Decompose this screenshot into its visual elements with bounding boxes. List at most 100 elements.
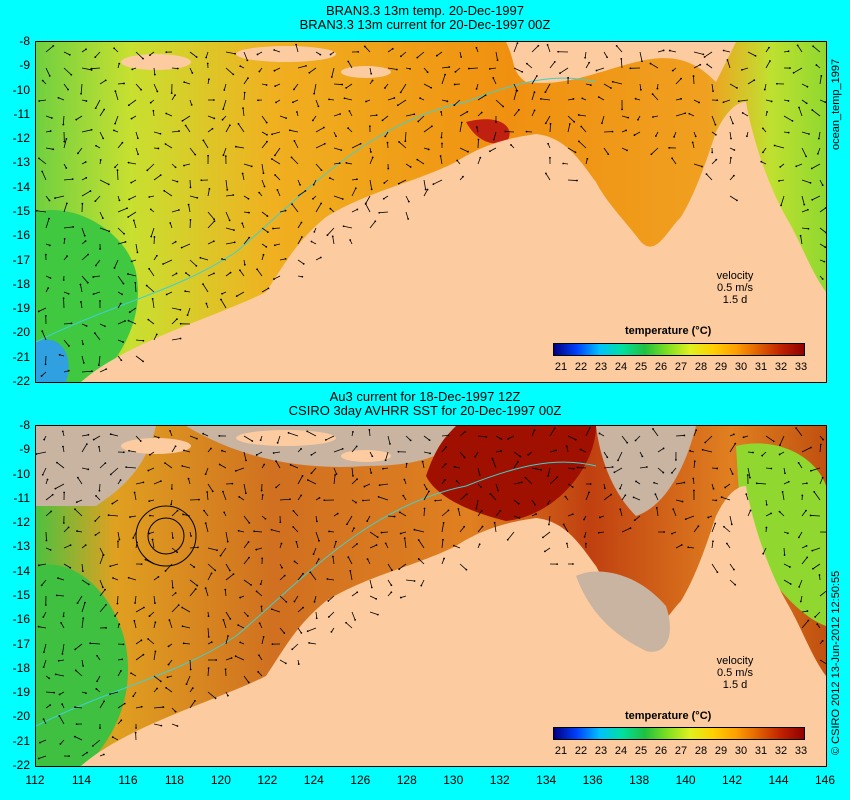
top-velocity-scale: 0.5 m/s: [716, 282, 754, 294]
island: [236, 46, 336, 62]
bottom-title-line1: Au3 current for 18-Dec-1997 12Z: [329, 389, 521, 404]
island: [236, 430, 336, 446]
lat-tick-label: -10: [12, 82, 30, 97]
lon-tick-label: 124: [303, 773, 324, 787]
missing-data-area: [576, 571, 670, 652]
colorbar-tick-label: 25: [634, 745, 648, 757]
colorbar-tick-label: 22: [574, 745, 588, 757]
lon-tick-label: 112: [25, 773, 45, 787]
top-velocity-time: 1.5 d: [722, 294, 748, 306]
bottom-title-line2: CSIRO 3day AVHRR SST for 20-Dec-1997 00Z: [288, 403, 562, 418]
colorbar-tick-label: 26: [654, 361, 668, 373]
lon-tick-label: 132: [489, 773, 510, 787]
bottom-colorbar-title: temperature (°C): [625, 710, 712, 722]
lon-tick-label: 118: [164, 773, 184, 787]
lat-tick-label: -18: [12, 660, 30, 675]
lat-tick-label: -19: [12, 301, 30, 316]
colorbar-tick-label: 23: [594, 745, 608, 757]
lat-tick-label: -19: [12, 685, 30, 700]
hot-water-patch: [426, 426, 596, 521]
top-colorbar: [553, 343, 805, 356]
colorbar-tick-label: 21: [554, 745, 568, 757]
lon-tick-label: 116: [118, 773, 138, 787]
lat-tick-label: -16: [12, 612, 30, 627]
island: [121, 54, 191, 70]
colorbar-tick-label: 24: [614, 361, 628, 373]
lat-tick-label: -13: [12, 155, 30, 170]
lon-tick-label: 122: [257, 773, 278, 787]
bottom-map: [36, 426, 826, 766]
lon-tick-label: 128: [396, 773, 417, 787]
lat-tick-label: -22: [12, 758, 30, 772]
island: [341, 66, 391, 78]
lat-tick-label: -15: [12, 588, 30, 602]
colorbar-tick-label: 27: [674, 361, 688, 373]
bottom-velocity-time: 1.5 d: [722, 679, 748, 691]
current-vectors: [36, 42, 826, 377]
colorbar-tick-label: 25: [634, 361, 648, 373]
top-colorbar-title: temperature (°C): [625, 325, 712, 337]
lat-tick-label: -12: [12, 515, 30, 530]
colorbar-tick-label: 29: [714, 745, 728, 757]
lat-tick-label: -10: [12, 466, 30, 481]
cold-water-patch: [36, 339, 69, 382]
colorbar-tick-label: 33: [794, 745, 808, 757]
lon-tick-label: 142: [722, 773, 743, 787]
australia-landmass: [81, 102, 826, 382]
bottom-side-label: © CSIRO 2012 13-Jun-2012 12:50:55: [830, 570, 842, 755]
lon-tick-label: 136: [582, 773, 603, 787]
current-vectors: [36, 426, 826, 760]
bottom-colorbar: [553, 727, 805, 740]
lat-tick-label: -13: [12, 539, 30, 554]
lat-tick-label: -11: [13, 106, 30, 121]
colorbar-tick-label: 31: [754, 361, 768, 373]
lon-tick-label: 130: [443, 773, 464, 787]
eddy: [135, 505, 197, 567]
top-title-line2: BRAN3.3 13m current for 20-Dec-1997 00Z: [299, 17, 551, 32]
lon-tick-label: 114: [71, 773, 92, 787]
lat-tick-label: -17: [12, 252, 30, 267]
top-side-label: ocean_temp_1997: [830, 58, 842, 150]
lat-tick-label: -20: [12, 709, 30, 724]
cool-water-patch: [736, 443, 826, 626]
lat-tick-label: -15: [12, 204, 30, 218]
top-velocity-label: velocity: [716, 270, 754, 282]
bottom-velocity-label: velocity: [716, 655, 754, 667]
lat-tick-label: -17: [12, 636, 30, 651]
lat-tick-label: -21: [12, 349, 30, 364]
colorbar-tick-label: 29: [714, 361, 728, 373]
island: [341, 450, 391, 462]
lat-tick-label: -8: [19, 34, 30, 48]
lon-tick-label: 120: [210, 773, 231, 787]
lon-tick-label: 134: [536, 773, 557, 787]
colorbar-tick-label: 33: [794, 361, 808, 373]
lat-tick-label: -9: [19, 58, 30, 73]
lat-tick-label: -20: [12, 325, 30, 340]
top-map-panel: [35, 41, 827, 383]
top-title-line1: BRAN3.3 13m temp. 20-Dec-1997: [326, 3, 524, 18]
colorbar-tick-label: 28: [694, 361, 708, 373]
lat-tick-label: -18: [12, 276, 30, 291]
colorbar-tick-label: 31: [754, 745, 768, 757]
eddy: [147, 517, 185, 555]
colorbar-tick-label: 30: [734, 745, 748, 757]
lon-tick-label: 140: [675, 773, 696, 787]
lat-tick-label: -16: [12, 228, 30, 243]
lon-tick-label: 146: [814, 773, 836, 787]
cool-water-patch: [36, 210, 138, 382]
colorbar-tick-label: 21: [554, 361, 568, 373]
colorbar-tick-label: 32: [774, 745, 788, 757]
lat-tick-label: -14: [12, 179, 30, 194]
shelf-contour: [36, 461, 597, 727]
lon-tick-label: 144: [768, 773, 789, 787]
missing-data-area: [596, 426, 696, 516]
bottom-velocity-scale: 0.5 m/s: [716, 667, 754, 679]
colorbar-tick-label: 23: [594, 361, 608, 373]
warm-water-patch: [466, 119, 510, 144]
bottom-map-panel: [35, 425, 827, 767]
colorbar-tick-label: 30: [734, 361, 748, 373]
colorbar-tick-label: 22: [574, 361, 588, 373]
colorbar-tick-label: 27: [674, 745, 688, 757]
lat-tick-label: -21: [12, 733, 30, 748]
lon-tick-label: 126: [350, 773, 371, 787]
